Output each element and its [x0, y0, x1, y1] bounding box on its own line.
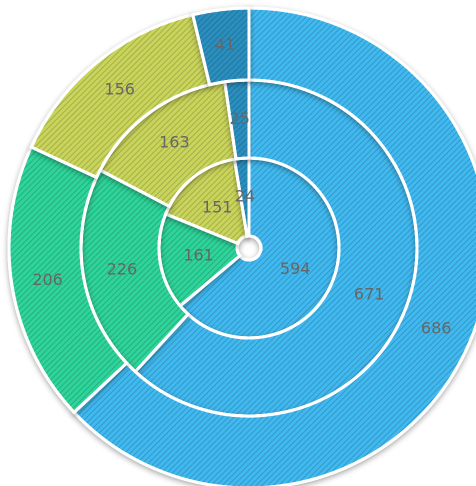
label-outer-2: 156 — [104, 80, 135, 99]
label-inner-1: 161 — [183, 245, 214, 264]
label-inner-0: 594 — [280, 259, 311, 278]
slice-outer-3-pattern — [190, 6, 251, 87]
label-middle-1: 226 — [107, 260, 138, 279]
slices-group — [7, 6, 476, 486]
label-middle-3: 25 — [230, 109, 250, 128]
label-inner-3: 24 — [235, 187, 255, 206]
slice-outer-0-pattern — [71, 6, 476, 486]
label-outer-3: 41 — [215, 35, 235, 54]
label-middle-0: 671 — [354, 284, 385, 303]
label-outer-0: 686 — [421, 319, 452, 338]
label-middle-2: 163 — [159, 132, 190, 151]
label-outer-1: 206 — [32, 270, 63, 289]
label-inner-2: 151 — [202, 198, 233, 217]
